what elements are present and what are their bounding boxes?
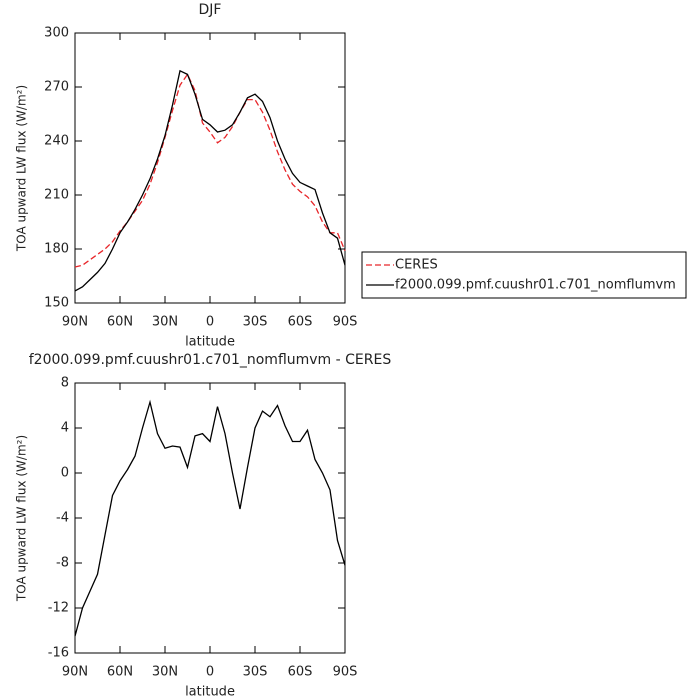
legend-label: f2000.099.pmf.cuushr01.c701_nomflumvm (395, 278, 676, 293)
y-tick-label: 240 (44, 134, 69, 149)
x-tick-label: 90N (62, 315, 88, 330)
y-axis-label: TOA upward LW flux (W/m²) (15, 85, 29, 252)
x-tick-label: 60S (288, 315, 313, 330)
y-axis-label: TOA upward LW flux (W/m²) (15, 435, 29, 602)
series-line (74, 69, 346, 292)
y-tick-label: 0 (61, 466, 69, 481)
series-line (74, 399, 346, 637)
x-tick-label: 0 (206, 665, 214, 680)
x-axis-label: latitude (185, 685, 235, 700)
y-tick-label: 8 (61, 376, 69, 391)
y-tick-label: -12 (48, 601, 69, 616)
legend-box (361, 251, 687, 299)
y-tick-label: -16 (48, 646, 69, 661)
y-tick-label: 210 (44, 188, 69, 203)
x-tick-label: 90S (333, 665, 358, 680)
y-tick-label: 180 (44, 242, 69, 257)
x-tick-label: 30S (243, 315, 268, 330)
x-tick-label: 30S (243, 665, 268, 680)
x-axis-label: latitude (185, 335, 235, 350)
x-tick-label: 30N (152, 665, 178, 680)
chart-title: f2000.099.pmf.cuushr01.c701_nomflumvm - … (29, 352, 392, 368)
series-line (74, 73, 346, 268)
plot-frame (74, 382, 346, 654)
x-tick-label: 60N (107, 315, 133, 330)
x-tick-label: 0 (206, 315, 214, 330)
y-tick-label: -8 (56, 556, 69, 571)
plot-frame (74, 32, 346, 304)
y-tick-label: 270 (44, 80, 69, 95)
x-tick-label: 30N (152, 315, 178, 330)
x-tick-label: 60N (107, 665, 133, 680)
x-tick-label: 60S (288, 665, 313, 680)
legend-label: CERES (395, 258, 438, 273)
y-tick-label: 4 (61, 421, 69, 436)
y-tick-label: 150 (44, 296, 69, 311)
x-tick-label: 90N (62, 665, 88, 680)
chart-title: DJF (199, 2, 222, 18)
y-tick-label: -4 (56, 511, 69, 526)
y-tick-label: 300 (44, 26, 69, 41)
x-tick-label: 90S (333, 315, 358, 330)
